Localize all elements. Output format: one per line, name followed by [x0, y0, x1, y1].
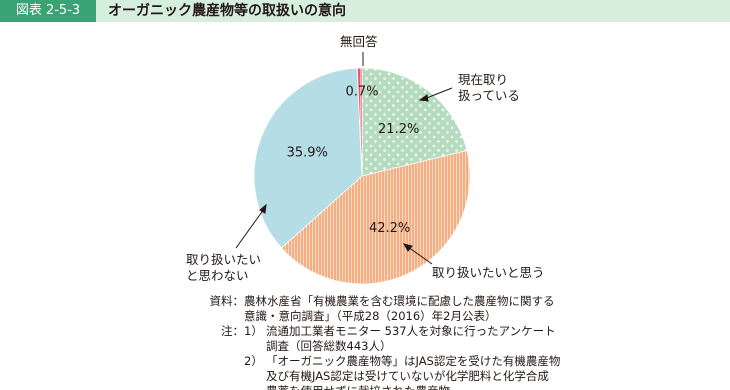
value-label: 0.7% [345, 85, 378, 100]
header-bar [0, 0, 730, 22]
slice-label: 無回答 [340, 34, 378, 49]
note-item: 1） 流通加工業者モニター 537人を対象に行ったアンケート 調査（回答総数443… [244, 324, 560, 354]
note-text: 「オーガニック農産物等」はJAS認定を受けた有機農産物 及び有機JAS認定は受け… [266, 354, 561, 390]
value-label: 42.2% [369, 221, 410, 236]
value-label: 35.9% [287, 145, 328, 160]
pie-slice [253, 67, 363, 249]
value-label: 21.2% [378, 122, 419, 137]
source-label: 資料： [209, 294, 245, 308]
pie-slice [361, 67, 468, 177]
note-number: 1） [244, 324, 263, 338]
note-label: 注： [221, 324, 244, 338]
slice-label: 取り扱いたいと思う [432, 265, 545, 280]
pie-slice [280, 149, 471, 285]
pie-slice [356, 67, 363, 177]
slice-label: 現在取り 扱っている [458, 72, 520, 103]
source: 農林水産省「有機農業を含む環境に配慮した農産物に関する 意識・意向調査」（平成2… [244, 294, 555, 323]
note-items: 1） 流通加工業者モニター 537人を対象に行ったアンケート 調査（回答総数443… [244, 324, 560, 390]
note-text: 流通加工業者モニター 537人を対象に行ったアンケート 調査（回答総数443人） [266, 324, 556, 353]
slice-label: 取り扱いたい と思わない [186, 252, 262, 283]
notes: 資料： 農林水産省「有機農業を含む環境に配慮した農産物に関する 意識・意向調査」… [196, 294, 561, 390]
note-item: 2） 「オーガニック農産物等」はJAS認定を受けた有機農産物 及び有機JAS認定は… [244, 354, 560, 390]
note-number: 2） [244, 354, 263, 368]
figure-label: 図表 2-5-3 [0, 0, 96, 22]
leaders [235, 52, 453, 265]
chart-title: オーガニック農産物等の取扱いの意向 [108, 3, 346, 19]
